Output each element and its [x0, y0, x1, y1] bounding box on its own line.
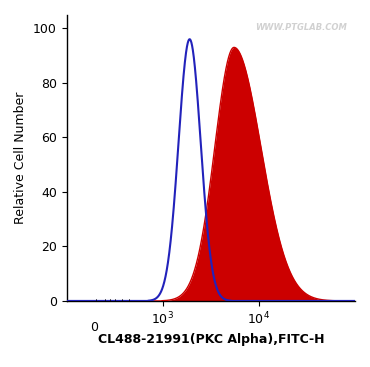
- X-axis label: CL488-21991(PKC Alpha),FITC-H: CL488-21991(PKC Alpha),FITC-H: [98, 333, 324, 346]
- Text: 0: 0: [90, 321, 98, 334]
- Y-axis label: Relative Cell Number: Relative Cell Number: [14, 92, 27, 224]
- Text: WWW.PTGLAB.COM: WWW.PTGLAB.COM: [255, 23, 347, 32]
